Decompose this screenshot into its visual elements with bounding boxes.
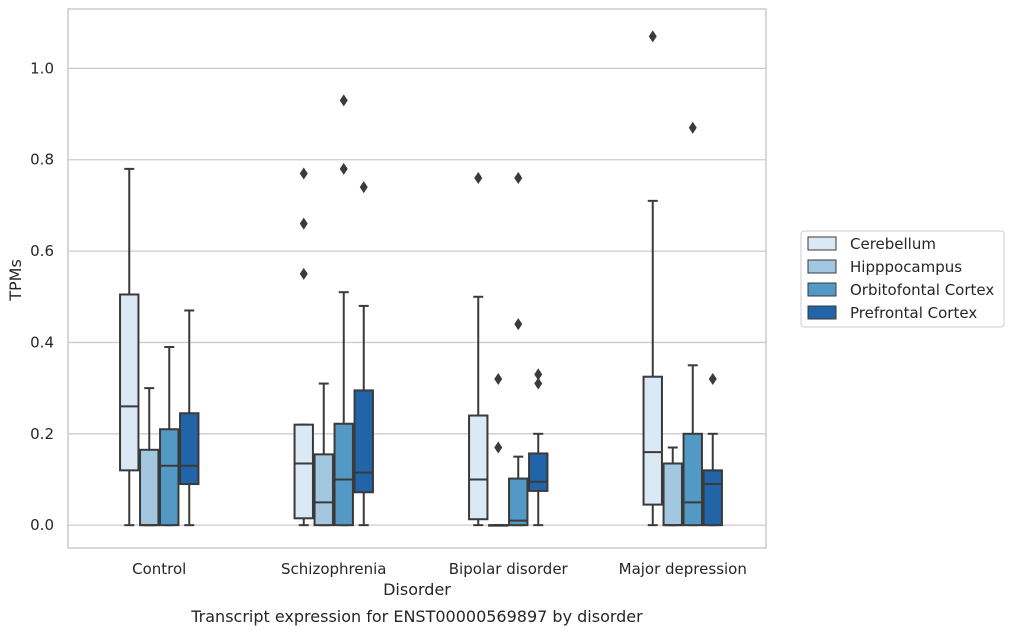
outlier-point	[708, 372, 717, 385]
outlier-point	[514, 172, 523, 185]
y-tick-label: 0.4	[30, 333, 54, 351]
y-tick-label: 0.2	[30, 425, 54, 443]
box-3-1	[353, 181, 374, 527]
legend-swatch	[807, 236, 837, 251]
outlier-point	[299, 217, 308, 230]
box-0-1	[293, 167, 314, 527]
chart-caption: Transcript expression for ENST0000056989…	[190, 607, 643, 626]
box-iqr	[702, 469, 723, 527]
plot-frame	[67, 8, 767, 549]
box-3-3	[702, 372, 723, 527]
legend-label: Prefrontal Cortex	[850, 304, 977, 322]
y-tick-label: 0.8	[30, 151, 54, 169]
legend-label: Orbitofontal Cortex	[850, 281, 994, 299]
outlier-point	[359, 181, 368, 194]
legend-frame	[800, 230, 1005, 328]
box-iqr	[682, 432, 703, 527]
box-2-3	[682, 121, 703, 527]
legend-swatch	[807, 282, 837, 297]
box-iqr	[662, 462, 683, 527]
outlier-point	[339, 94, 348, 107]
outlier-point	[494, 372, 503, 385]
box-iqr	[139, 448, 160, 527]
y-tick-labels: 0.0 0.2 0.4 0.6 0.8 1.0	[30, 59, 54, 534]
outlier-point	[534, 368, 543, 381]
outlier-point	[514, 318, 523, 331]
outlier-point	[688, 121, 697, 134]
box-iqr	[179, 412, 200, 486]
y-tick-label: 0.6	[30, 242, 54, 260]
box-iqr	[468, 414, 489, 521]
box-iqr	[293, 423, 314, 520]
outlier-point	[339, 162, 348, 175]
x-tick-label: Bipolar disorder	[449, 560, 569, 578]
y-axis-label: TPMs	[6, 259, 25, 302]
y-tick-label: 0.0	[30, 516, 54, 534]
outlier-point	[648, 30, 657, 43]
box-1-2	[488, 372, 509, 527]
outlier-point	[299, 267, 308, 280]
box-iqr	[333, 422, 354, 527]
box-3-0	[179, 309, 200, 527]
box-2-0	[159, 346, 180, 527]
box-1-1	[313, 382, 334, 527]
box-iqr	[119, 293, 140, 472]
box-plot-series	[119, 30, 723, 527]
box-iqr	[508, 477, 529, 527]
legend: Cerebellum Hipppocampus Orbitofontal Corte…	[800, 230, 1005, 328]
legend-swatch	[807, 259, 837, 274]
y-tick-label: 1.0	[30, 59, 54, 77]
outlier-point	[299, 167, 308, 180]
box-0-0	[119, 167, 140, 527]
x-axis-label: Disorder	[383, 580, 451, 599]
box-iqr	[159, 428, 180, 527]
box-2-2	[508, 172, 529, 527]
box-iqr	[528, 452, 549, 492]
box-3-2	[528, 368, 549, 527]
box-2-1	[333, 94, 354, 527]
box-1-3	[662, 446, 683, 527]
box-iqr	[642, 375, 663, 506]
outlier-point	[534, 377, 543, 390]
box-0-3	[642, 30, 663, 527]
box-iqr	[353, 389, 374, 494]
box-0-2	[468, 172, 489, 527]
legend-swatch	[807, 305, 837, 320]
box-1-0	[139, 387, 160, 527]
x-tick-label: Major depression	[619, 560, 747, 578]
x-tick-labels: Control Schizophrenia Bipolar disorder Majo…	[132, 560, 747, 578]
x-tick-label: Schizophrenia	[281, 560, 386, 578]
outlier-point	[494, 441, 503, 454]
x-tick-label: Control	[132, 560, 186, 578]
legend-label: Cerebellum	[850, 235, 936, 253]
outlier-point	[474, 172, 483, 185]
box-iqr	[313, 453, 334, 527]
legend-label: Hipppocampus	[850, 258, 962, 276]
